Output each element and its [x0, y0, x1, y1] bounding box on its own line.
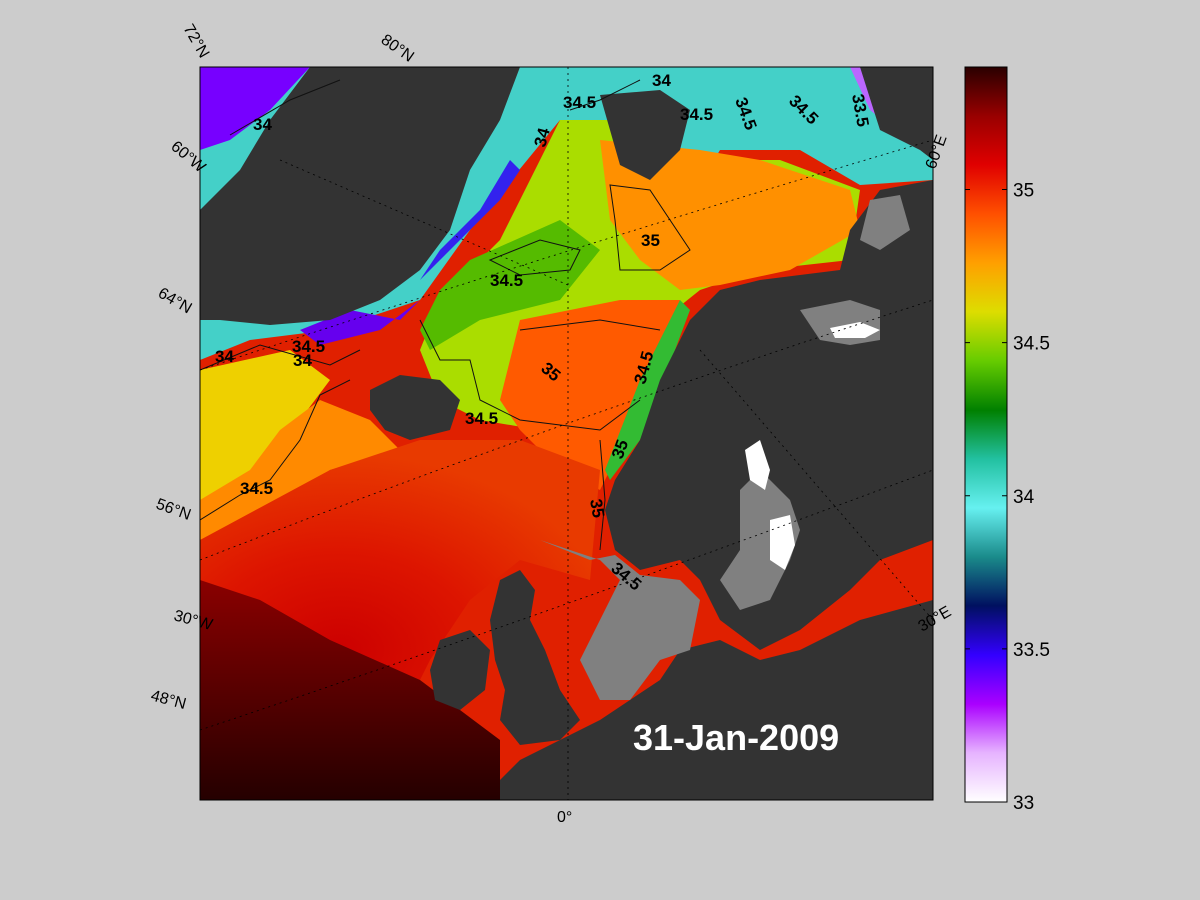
lakes	[745, 322, 880, 570]
contour-label: 34	[293, 351, 312, 370]
contour-label: 34	[253, 115, 272, 134]
graticule	[200, 67, 933, 800]
land	[200, 67, 933, 800]
contour-label: 34.5	[240, 479, 273, 498]
contour-label: 34.5	[680, 105, 713, 124]
contour-label: 34	[652, 71, 671, 90]
sea-ice	[540, 195, 910, 700]
graticule-label-lat-72: 72°N	[180, 22, 213, 61]
contour-label: 34.5	[563, 93, 596, 112]
contour-label: 35	[586, 497, 608, 519]
graticule-label-lat-48: 48°N	[149, 687, 188, 713]
contour-label: 34	[215, 347, 234, 366]
graticule-label-lat-56: 56°N	[154, 496, 193, 524]
contour-label: 34	[531, 125, 554, 149]
date-label: 31-Jan-2009	[633, 717, 839, 758]
colorbar-tick-label: 33	[1013, 793, 1034, 814]
colorbar-gradient	[964, 66, 1008, 803]
greenland	[200, 67, 520, 325]
contour-label: 35	[641, 231, 660, 250]
colorbar: 33 33.5 34 34.5 35	[964, 66, 1050, 814]
contour-label: 34.5	[292, 337, 325, 356]
contour-label: 34.5	[465, 409, 498, 428]
salinity-field	[200, 67, 933, 800]
colorbar-tick-label: 35	[1013, 181, 1034, 202]
graticule-label-lon-0: 0°	[557, 809, 572, 826]
scandinavia	[605, 180, 933, 650]
contour-label: 34.5	[490, 271, 523, 290]
ireland	[430, 630, 490, 710]
colorbar-tick-label: 33.5	[1013, 640, 1050, 661]
svalbard	[600, 90, 690, 180]
europe	[500, 600, 933, 800]
contour-lines	[200, 79, 691, 551]
iceland	[370, 375, 460, 440]
graticule-label-lat-64: 64°N	[155, 285, 194, 318]
great-britain	[490, 570, 580, 745]
colorbar-tick-label: 34.5	[1013, 334, 1050, 355]
colorbar-tick-label: 34	[1013, 487, 1035, 508]
graticule-label-lat-80: 80°N	[378, 31, 417, 65]
colorbar-ticks: 33 33.5 34 34.5 35	[965, 181, 1050, 814]
map-frame	[199, 66, 934, 801]
